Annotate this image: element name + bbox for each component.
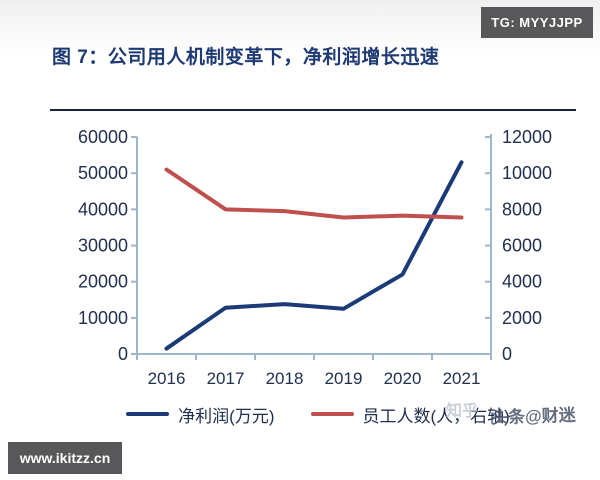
x-axis-label: 2021 [443,369,481,388]
series-line-0 [164,160,464,351]
chart-legend: 净利润(万元) 员工人数(人，右轴) [18,402,600,426]
employees-swatch [310,412,354,416]
legend-item-net-profit: 净利润(万元) [126,402,275,427]
left-tick-label: 10000 [78,308,128,328]
x-axis-label: 2017 [207,369,245,388]
employees-label: 员工人数(人，右轴) [362,406,510,426]
net-profit-label: 净利润(万元) [178,406,275,426]
left-tick-label: 40000 [78,199,128,219]
left-tick-label: 60000 [78,127,128,147]
x-axis-label: 2019 [325,369,363,388]
net-profit-swatch [126,412,170,416]
x-axis-label: 2018 [266,369,304,388]
telegram-badge: TG: MYYJJPP [481,7,593,38]
legend-item-employees: 员工人数(人，右轴) [310,402,510,427]
left-tick-label: 50000 [78,163,128,183]
figure-title: 图 7：公司用人机制变革下，净利润增长迅速 [52,47,440,68]
right-tick-label: 0 [502,344,512,364]
title-divider [50,109,576,111]
right-tick-label: 10000 [502,163,552,183]
left-tick-label: 0 [118,344,128,364]
x-axis-label: 2020 [384,369,422,388]
x-axis-label: 2016 [148,369,186,388]
right-tick-label: 2000 [502,308,542,328]
series-line-1 [164,167,464,220]
right-tick-label: 12000 [502,127,552,147]
site-url-badge: www.ikitzz.cn [8,442,122,474]
left-tick-label: 20000 [78,272,128,292]
right-tick-label: 6000 [502,236,542,256]
right-tick-label: 8000 [502,199,542,219]
right-tick-label: 4000 [502,272,542,292]
left-tick-label: 30000 [78,236,128,256]
